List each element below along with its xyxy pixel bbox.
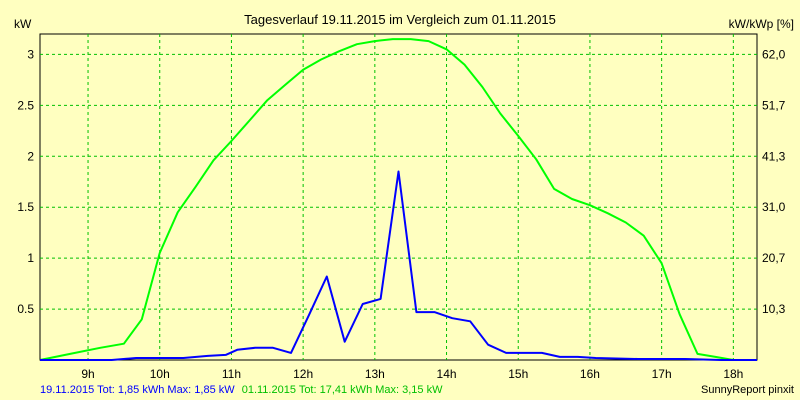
x-tick-label: 10h xyxy=(150,367,170,381)
y-tick-label-left: 2 xyxy=(27,149,34,163)
y-tick-label-left: 2.5 xyxy=(17,98,34,112)
x-tick-label: 9h xyxy=(81,367,94,381)
footer-legend: 19.11.2015 Tot: 1,85 kWh Max: 1,85 kW 01… xyxy=(40,384,443,396)
legend-series-2: 01.11.2015 Tot: 17,41 kWh Max: 3,15 kW xyxy=(242,384,443,396)
x-tick-label: 18h xyxy=(723,367,743,381)
y-axis-right-label: kW/kWp [%] xyxy=(729,17,794,31)
y-tick-label-left: 1.5 xyxy=(17,200,34,214)
grid xyxy=(40,34,757,360)
y-tick-label-right: 62,0 xyxy=(762,47,786,61)
y-tick-label-left: 1 xyxy=(27,251,34,265)
x-tick-label: 12h xyxy=(293,367,313,381)
x-tick-label: 11h xyxy=(222,367,241,381)
plot-area xyxy=(39,33,758,361)
x-tick-label: 13h xyxy=(365,367,385,381)
brand-label: SunnyReport pinxit xyxy=(701,384,794,396)
legend-series-1: 19.11.2015 Tot: 1,85 kWh Max: 1,85 kW xyxy=(40,384,235,396)
chart-title: Tagesverlauf 19.11.2015 im Vergleich zum… xyxy=(244,12,556,27)
y-tick-label-right: 10,3 xyxy=(762,302,786,316)
series-group xyxy=(39,38,757,361)
y-tick-label-right: 31,0 xyxy=(762,200,786,214)
y-tick-label-right: 41,3 xyxy=(762,149,786,163)
y-axis-left-label: kW xyxy=(14,17,32,31)
x-tick-label: 16h xyxy=(580,367,600,381)
x-tick-label: 15h xyxy=(508,367,528,381)
series-line-1 xyxy=(39,38,757,361)
series-line-2 xyxy=(40,170,757,361)
tick-labels: 9h 10h 11h 12h 13h 14h 15h 16h 17h 18h 0.5 1 1.5 2 2.5… xyxy=(17,47,785,381)
x-tick-label: 14h xyxy=(437,367,457,381)
y-tick-label-right: 20,7 xyxy=(762,251,786,265)
y-tick-label-left: 3 xyxy=(27,47,34,61)
x-tick-label: 17h xyxy=(652,367,672,381)
y-tick-label-right: 51,7 xyxy=(762,98,786,112)
y-tick-label-left: 0.5 xyxy=(17,302,34,316)
